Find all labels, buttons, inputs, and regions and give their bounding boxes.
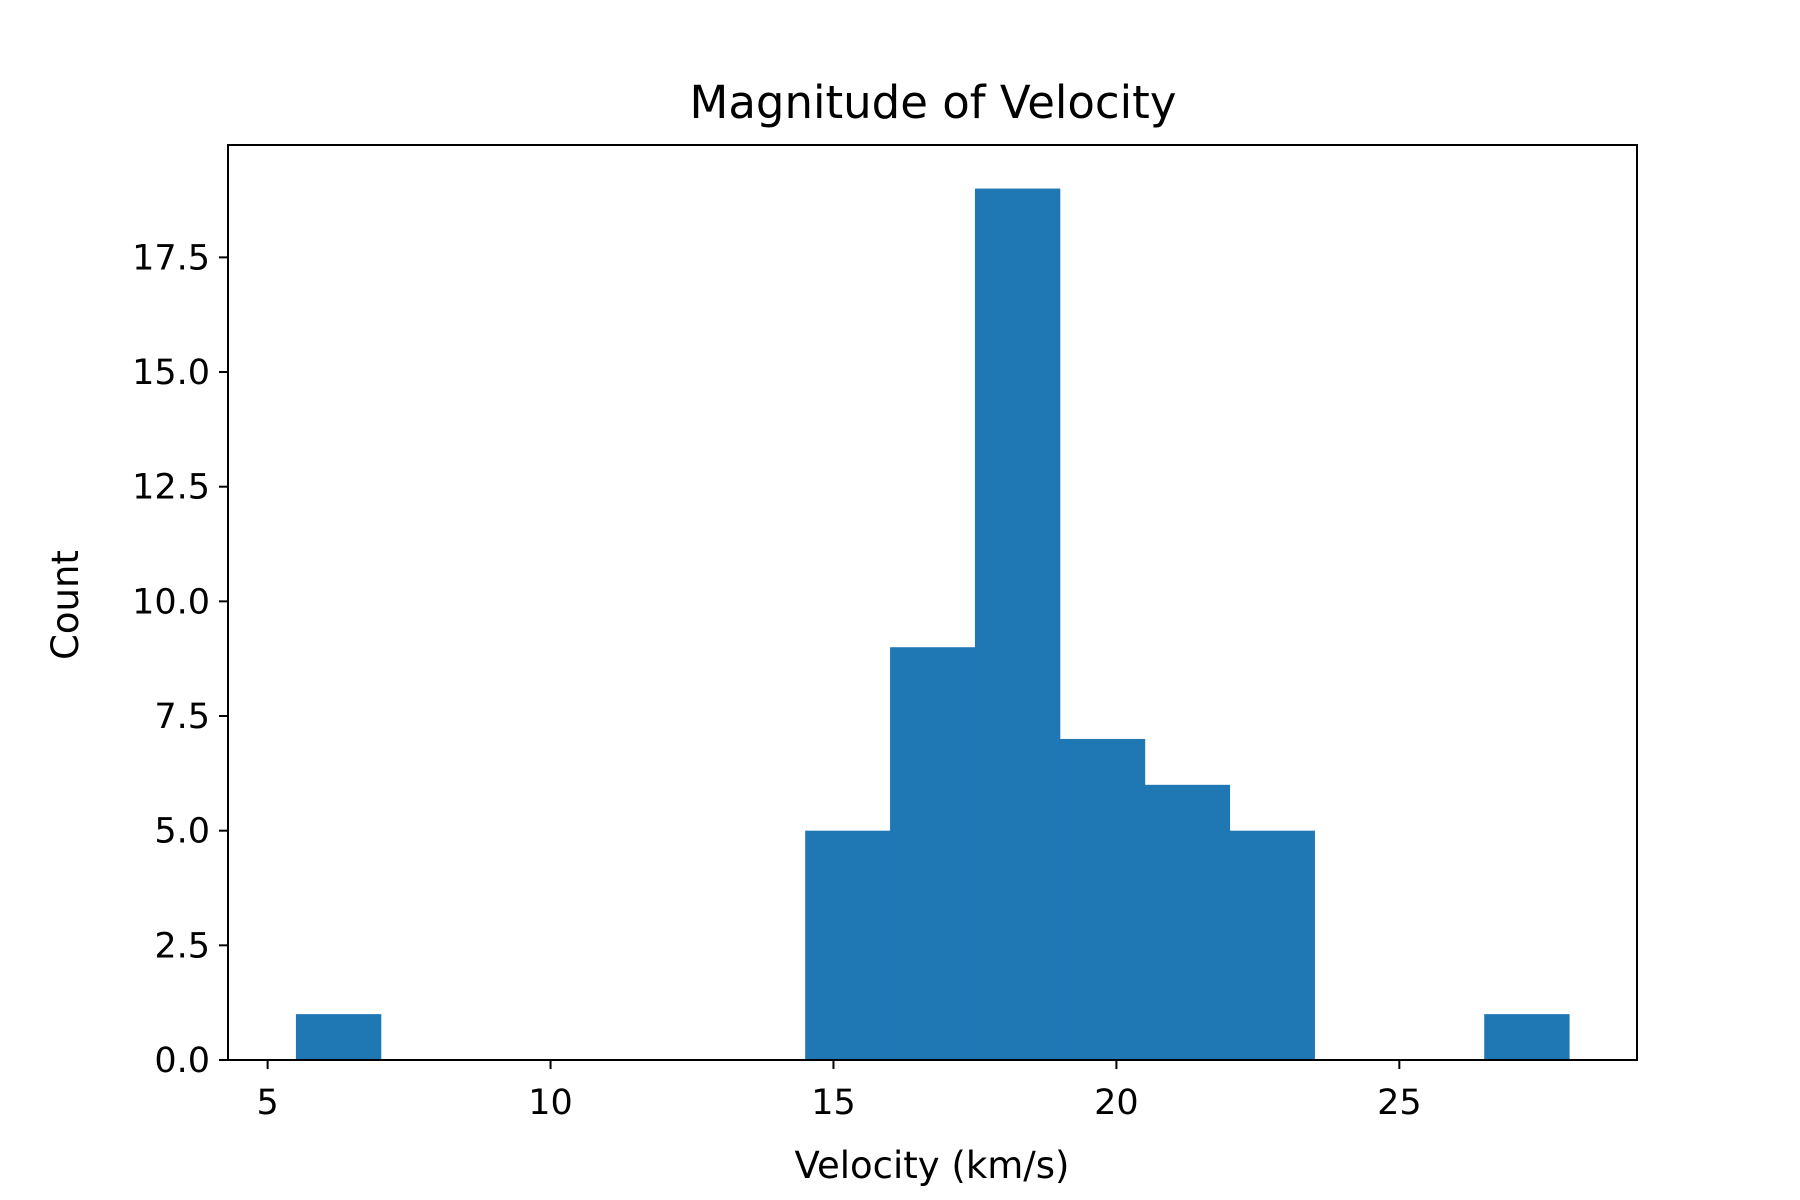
histogram-bar <box>1059 738 1146 1060</box>
x-tick-label: 10 <box>528 1083 573 1123</box>
x-tick-label: 5 <box>256 1083 278 1123</box>
y-tick-label: 0.0 <box>154 1041 210 1081</box>
x-axis-title: Velocity (km/s) <box>795 1144 1070 1187</box>
x-tick-label: 15 <box>811 1083 856 1123</box>
plot-frame <box>227 144 1638 1061</box>
histogram-bar <box>1484 1014 1570 1060</box>
x-axis-ticks: 5 10 15 20 25 <box>256 1060 1422 1123</box>
y-tick-label: 10.0 <box>132 582 210 622</box>
y-axis-title: Count <box>44 550 87 660</box>
y-axis-ticks: 0.0 2.5 5.0 7.5 10.0 12.5 15.0 17.5 <box>132 238 228 1081</box>
chart-title: Magnitude of Velocity <box>690 76 1177 129</box>
histogram-bar <box>890 647 976 1060</box>
y-tick-label: 2.5 <box>154 926 210 966</box>
histogram-bar <box>1229 830 1315 1060</box>
y-tick-label: 15.0 <box>132 353 210 393</box>
y-tick-label: 17.5 <box>132 238 210 278</box>
histogram-bar <box>1144 784 1231 1060</box>
x-tick-label: 20 <box>1094 1083 1139 1123</box>
histogram-bar <box>974 188 1061 1061</box>
y-tick-label: 5.0 <box>154 812 210 852</box>
histogram-bar <box>805 830 891 1060</box>
histogram-bar <box>295 1014 382 1060</box>
y-tick-label: 7.5 <box>154 697 210 737</box>
y-tick-label: 12.5 <box>132 468 210 508</box>
x-tick-label: 25 <box>1377 1083 1422 1123</box>
bars-layer <box>295 188 1570 1061</box>
